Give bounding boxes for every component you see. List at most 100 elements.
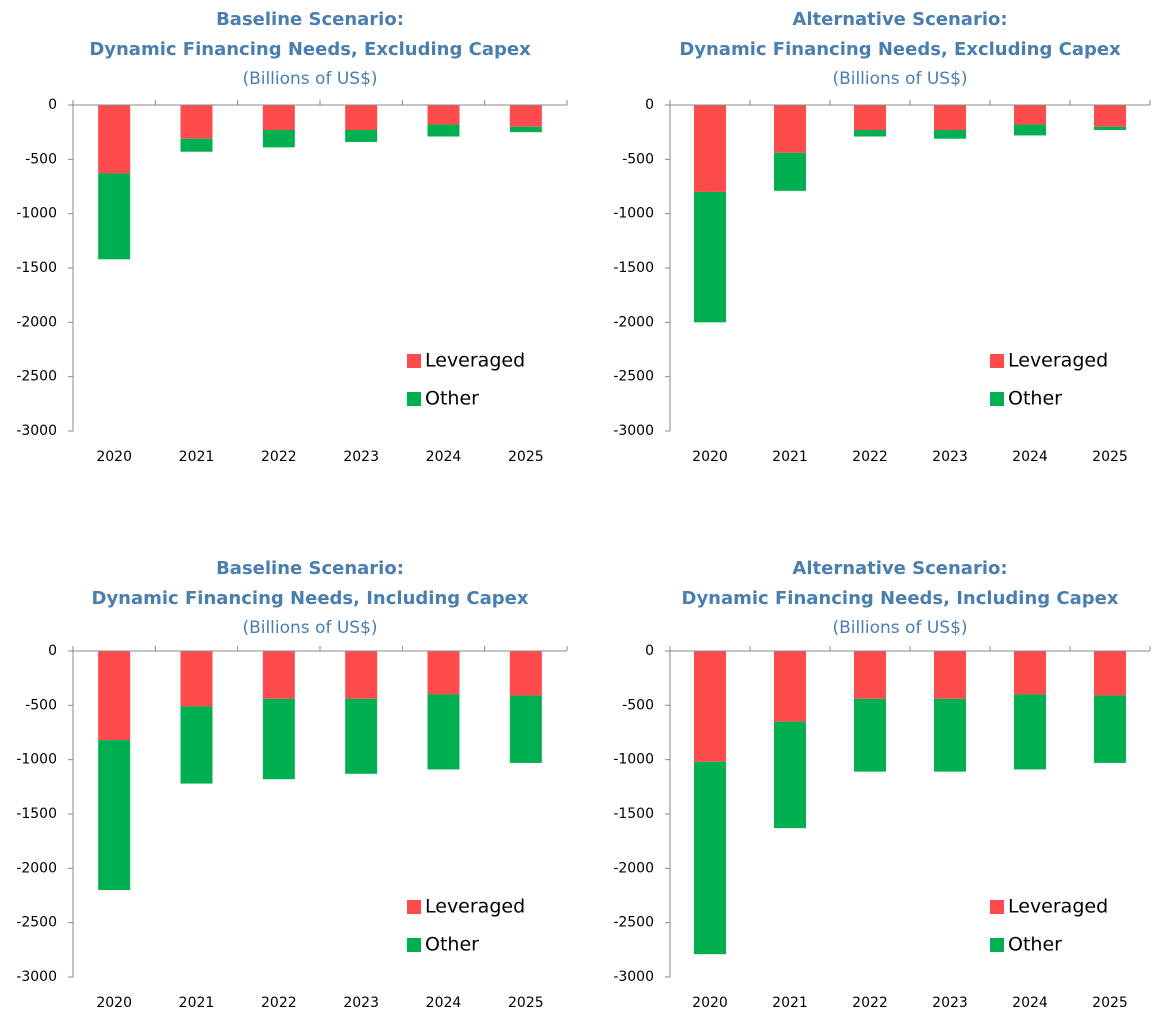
chart-subtitle: Dynamic Financing Needs, Excluding Capex [89,39,531,60]
x-tick-label: 2020 [692,995,728,1009]
y-tick-label: -2500 [613,915,654,931]
bar-segment [262,698,295,780]
bar-segment [774,152,806,191]
bar-segment [694,651,726,762]
bar-segment [1014,694,1046,770]
legend-swatch [407,938,421,952]
bar-segment [345,651,378,699]
x-tick-label: 2024 [426,995,462,1009]
bar-segment [509,105,542,127]
bar-segment [934,698,966,772]
legend-label: Leveraged [425,896,525,918]
y-tick-label: -2500 [613,369,654,385]
chart-title: Baseline Scenario: [216,558,404,579]
y-tick-label: -500 [622,151,654,167]
bar-segment [1094,126,1126,130]
bar-segment [1094,651,1126,696]
bar-segment [1014,105,1046,125]
x-tick-label: 2020 [692,449,728,465]
y-tick-label: -1000 [16,206,57,222]
bar-segment [345,105,378,130]
y-tick-label: -500 [25,151,57,167]
bar-segment [180,105,213,139]
y-tick-label: -1500 [16,806,57,822]
y-tick-label: -2500 [16,915,57,931]
x-tick-label: 2024 [1012,449,1048,465]
bar-segment [694,761,726,955]
bar-segment [854,129,886,137]
y-tick-label: -2000 [16,860,57,876]
chart-title: Baseline Scenario: [216,9,404,30]
bar-segment [774,105,806,153]
chart-subtitle: Dynamic Financing Needs, Excluding Capex [679,39,1121,60]
legend-swatch [407,392,421,406]
y-tick-label: -3000 [613,969,654,985]
chart-units: (Billions of US$) [242,69,377,89]
bar-segment [427,124,460,137]
bar-segment [345,129,378,142]
legend-swatch [407,354,421,368]
bar-segment [774,651,806,722]
x-tick-label: 2021 [179,449,215,465]
y-tick-label: 0 [48,97,57,113]
bar-segment [1094,105,1126,127]
y-tick-label: -1000 [613,206,654,222]
chart-units: (Billions of US$) [242,618,377,638]
bar-segment [345,698,378,774]
y-tick-label: -500 [622,697,654,713]
bar-segment [1014,651,1046,695]
bar-segment [98,105,131,174]
legend-swatch [990,392,1004,406]
x-tick-label: 2022 [852,995,888,1009]
bar-segment [694,191,726,323]
bar-segment [427,105,460,125]
x-tick-label: 2025 [1092,449,1128,465]
y-tick-label: -3000 [613,423,654,439]
bar-segment [98,740,131,891]
bar-segment [694,105,726,192]
x-tick-label: 2020 [96,449,132,465]
bar-segment [854,651,886,699]
chart-title: Alternative Scenario: [792,558,1007,579]
chart-subtitle: Dynamic Financing Needs, Including Capex [682,588,1119,609]
bar-segment [1014,124,1046,136]
y-tick-label: -1000 [613,752,654,768]
bar-segment [427,694,460,770]
bar-segment [262,651,295,699]
bar-segment [98,651,131,741]
y-tick-label: 0 [48,643,57,659]
bar-segment [854,698,886,772]
x-tick-label: 2023 [343,995,379,1009]
y-tick-label: -1000 [16,752,57,768]
x-tick-label: 2023 [343,449,379,465]
legend-label: Leveraged [1008,896,1108,918]
y-tick-label: -2000 [613,860,654,876]
legend-swatch [990,900,1004,914]
y-tick-label: -2000 [16,314,57,330]
x-tick-label: 2022 [852,449,888,465]
bar-segment [509,126,542,133]
x-tick-label: 2025 [1092,995,1128,1009]
x-tick-label: 2022 [261,449,297,465]
bar-segment [98,173,131,260]
x-tick-label: 2024 [1012,995,1048,1009]
y-tick-label: 0 [645,643,654,659]
legend-label: Other [1008,388,1062,410]
x-tick-label: 2022 [261,995,297,1009]
y-tick-label: -1500 [613,260,654,276]
y-tick-label: -3000 [16,969,57,985]
chart-units: (Billions of US$) [832,69,967,89]
bar-segment [854,105,886,130]
x-tick-label: 2021 [772,449,808,465]
x-tick-label: 2021 [772,995,808,1009]
x-tick-label: 2023 [932,995,968,1009]
y-tick-label: -3000 [16,423,57,439]
legend-label: Leveraged [425,350,525,372]
legend-swatch [407,900,421,914]
x-tick-label: 2024 [426,449,462,465]
legend-label: Other [1008,934,1062,956]
x-tick-label: 2023 [932,449,968,465]
y-tick-label: 0 [645,97,654,113]
y-tick-label: -500 [25,697,57,713]
